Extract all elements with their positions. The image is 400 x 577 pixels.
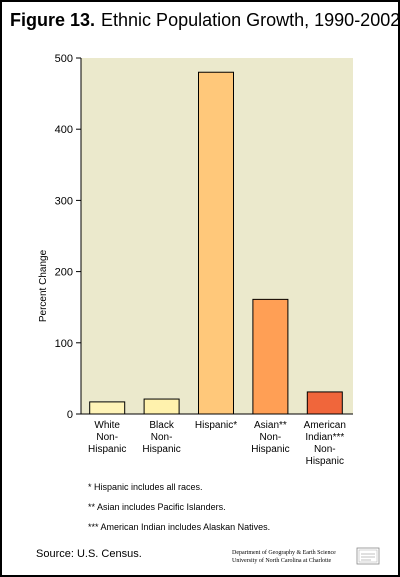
y-tick-label: 200 xyxy=(55,267,73,279)
y-axis-label: Percent Change xyxy=(38,249,49,322)
bar xyxy=(89,401,126,415)
credit-university: University of North Carolina at Charlott… xyxy=(232,558,332,564)
university-seal-icon xyxy=(356,547,380,565)
y-tick-label: 500 xyxy=(55,53,73,65)
bar xyxy=(306,391,343,415)
x-tick-label: White Non-Hispanic xyxy=(88,420,126,455)
y-tick-label: 100 xyxy=(55,338,73,350)
credit-block: Department of Geography & Earth Science … xyxy=(232,549,336,565)
figure-title-text: Ethnic Population Growth, 1990-2002 xyxy=(101,10,400,30)
figure-title: Figure 13. Ethnic Population Growth, 1990… xyxy=(10,10,400,31)
x-tick-label: Asian** Non-Hispanic xyxy=(251,420,289,455)
footnote-asian: ** Asian includes Pacific Islanders. xyxy=(88,502,226,512)
bar xyxy=(252,298,289,415)
y-tick-label: 0 xyxy=(67,409,73,421)
bar xyxy=(143,398,180,415)
x-tick-label: Hispanic* xyxy=(195,420,237,431)
credit-department: Department of Geography & Earth Science xyxy=(232,550,336,556)
x-tick-label: Black Non-Hispanic xyxy=(142,420,180,455)
figure-number: Figure 13. xyxy=(10,10,96,30)
y-tick-label: 300 xyxy=(55,195,73,207)
y-tick-label: 400 xyxy=(55,124,73,136)
x-tick-label: American Indian*** Non-Hispanic xyxy=(304,420,346,467)
footnote-hispanic: * Hispanic includes all races. xyxy=(88,482,203,492)
bar xyxy=(198,71,234,415)
source-note: Source: U.S. Census. xyxy=(36,548,142,560)
footnote-american-indian: *** American Indian includes Alaskan Nat… xyxy=(88,522,271,532)
footnotes: * Hispanic includes all races. ** Asian … xyxy=(88,477,270,537)
